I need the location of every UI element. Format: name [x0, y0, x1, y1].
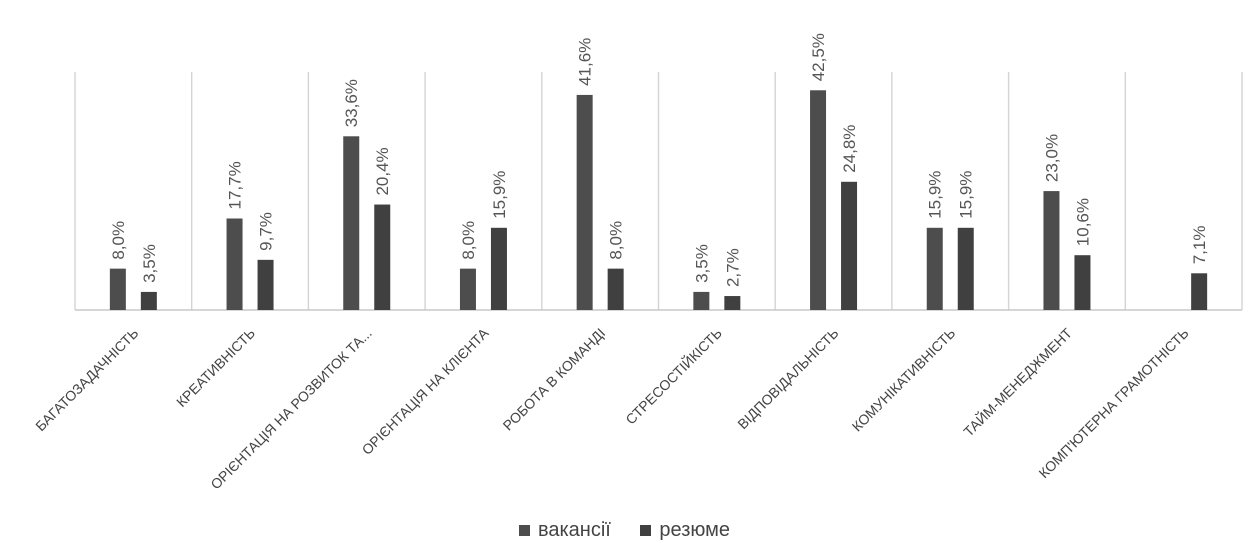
x-tick-label: СТРЕСОСТІЙКІСТЬ [622, 324, 725, 427]
bar-resumes [724, 296, 741, 310]
data-label: 20,4% [373, 147, 392, 195]
x-tick-label: ВІДПОВІДАЛЬНІСТЬ [734, 325, 841, 432]
bar-vacancies [343, 136, 360, 310]
bar-resumes [607, 268, 624, 310]
legend-swatch-vacancies [518, 525, 530, 536]
data-label: 10,6% [1073, 198, 1092, 246]
data-label: 7,1% [1190, 226, 1209, 265]
bar-vacancies [459, 268, 476, 310]
legend-label-resumes: резюме [659, 519, 731, 541]
data-label: 24,8% [840, 125, 859, 173]
data-label: 9,7% [257, 212, 276, 251]
legend-swatch-resumes [640, 525, 652, 536]
bar-vacancies [1043, 191, 1060, 310]
x-tick-label: ОРІЄНТАЦІЯ НА КЛІЄНТА [359, 324, 492, 457]
bar-vacancies [693, 291, 710, 310]
data-label: 3,5% [140, 244, 159, 283]
x-tick-label: КОМУНІКАТИВНІСТЬ [849, 325, 959, 435]
bar-resumes [1074, 255, 1091, 310]
x-tick-label: ТАЙМ-МЕНЕДЖМЕНТ [960, 324, 1076, 440]
bar-vacancies [109, 268, 126, 310]
bar-resumes [957, 227, 974, 310]
x-tick-label: РОБОТА В КОМАНДІ [500, 325, 609, 434]
data-label: 15,9% [490, 171, 509, 219]
bar-resumes [1191, 273, 1208, 310]
x-tick-label: БАГАТОЗАДАЧНІСТЬ [32, 325, 141, 434]
data-label: 41,6% [576, 38, 595, 86]
data-label: 17,7% [226, 161, 245, 209]
data-label: 15,9% [926, 171, 945, 219]
bar-resumes [841, 181, 858, 310]
bar-resumes [140, 291, 157, 310]
data-label: 8,0% [607, 221, 626, 260]
data-label: 15,9% [957, 171, 976, 219]
legend-item-vacancies: вакансії [518, 519, 611, 542]
data-label: 8,0% [109, 221, 128, 260]
data-label: 23,0% [1042, 134, 1061, 182]
x-tick-label: КРЕАТИВНІСТЬ [173, 325, 258, 410]
data-label: 2,7% [723, 248, 742, 287]
bar-resumes [257, 259, 274, 310]
legend-item-resumes: резюме [640, 519, 730, 542]
bar-resumes [490, 227, 507, 310]
data-label: 33,6% [342, 79, 361, 127]
data-label: 42,5% [809, 33, 828, 81]
bar-resumes [374, 204, 391, 310]
legend: вакансії резюме [0, 519, 1249, 542]
legend-label-vacancies: вакансії [537, 519, 611, 541]
bar-vacancies [926, 227, 943, 310]
data-label: 8,0% [459, 221, 478, 260]
bar-vacancies [810, 90, 827, 311]
bar-vacancies [576, 94, 593, 310]
data-label: 3,5% [692, 244, 711, 283]
bar-vacancies [226, 218, 243, 310]
